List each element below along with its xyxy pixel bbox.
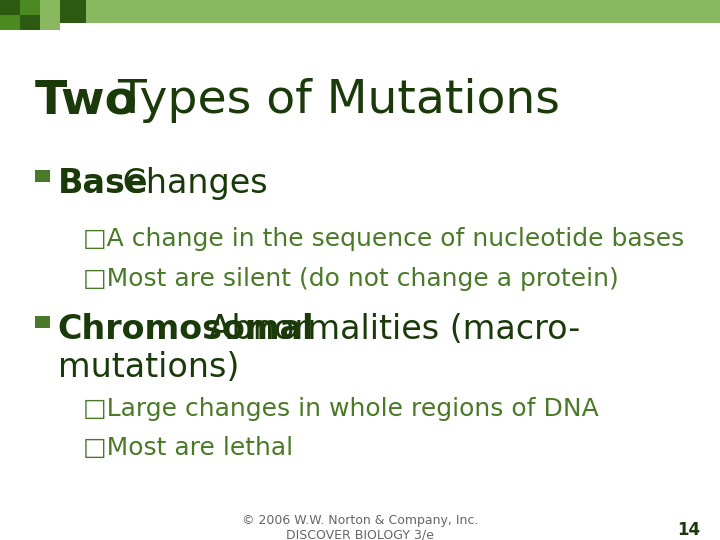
Bar xyxy=(40,15,60,30)
Bar xyxy=(0,15,20,30)
Text: □Most are silent (do not change a protein): □Most are silent (do not change a protei… xyxy=(83,267,618,291)
Bar xyxy=(35,170,50,182)
Bar xyxy=(20,0,40,15)
Text: □A change in the sequence of nucleotide bases: □A change in the sequence of nucleotide … xyxy=(83,227,684,251)
Bar xyxy=(0,0,720,23)
Text: Base: Base xyxy=(58,167,148,200)
Text: 14: 14 xyxy=(677,521,700,539)
Bar xyxy=(0,0,86,23)
Bar xyxy=(0,0,20,15)
Text: Changes: Changes xyxy=(112,167,267,200)
Text: Types of Mutations: Types of Mutations xyxy=(103,78,560,123)
Text: © 2006 W.W. Norton & Company, Inc.: © 2006 W.W. Norton & Company, Inc. xyxy=(242,514,478,527)
Text: Abnormalities (macro-: Abnormalities (macro- xyxy=(198,313,580,346)
Bar xyxy=(40,0,60,15)
Text: mutations): mutations) xyxy=(58,351,239,384)
Text: Chromosomal: Chromosomal xyxy=(58,313,314,346)
Bar xyxy=(35,316,50,328)
Text: □Most are lethal: □Most are lethal xyxy=(83,436,293,460)
Bar xyxy=(20,15,40,30)
Text: DISCOVER BIOLOGY 3/e: DISCOVER BIOLOGY 3/e xyxy=(286,528,434,540)
Text: Two: Two xyxy=(35,78,138,123)
Text: □Large changes in whole regions of DNA: □Large changes in whole regions of DNA xyxy=(83,397,598,421)
